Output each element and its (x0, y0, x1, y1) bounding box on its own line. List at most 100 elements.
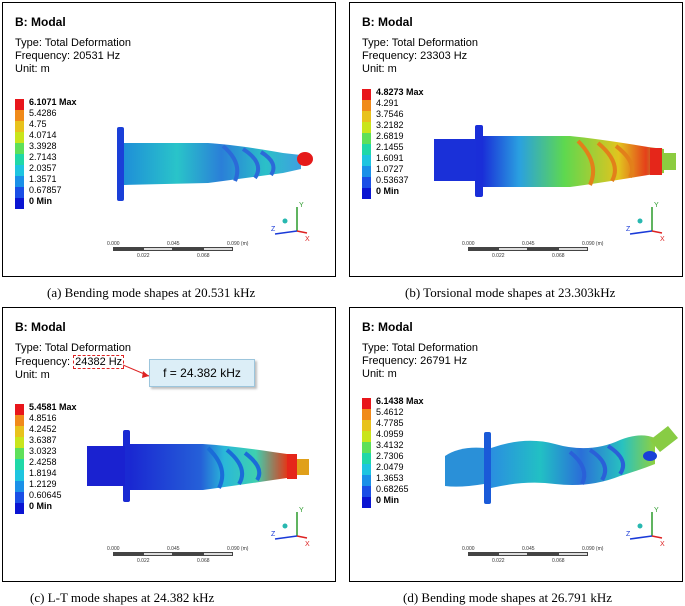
legend-label: 3.4132 (376, 440, 404, 450)
scale-tick-label: 0.022 (137, 558, 150, 564)
legend-swatch (15, 415, 24, 426)
legend-label: 5.4581 Max (29, 402, 77, 412)
scale-tick-label: 0.045 (522, 241, 535, 247)
scale-tick-label: 0.045 (167, 546, 180, 552)
scale-segment (528, 247, 558, 251)
panel-d: B: Modal Type: Total Deformation Frequen… (349, 307, 683, 582)
axis-label-x: X (660, 236, 665, 241)
scale-tick-label: 0.068 (197, 253, 210, 259)
scale-segment (173, 247, 203, 251)
result-unit: Unit: m (362, 63, 397, 75)
legend-label: 2.0479 (376, 462, 404, 472)
legend-label: 5.4286 (29, 108, 57, 118)
panel-title: B: Modal (362, 15, 413, 29)
view-center-icon (282, 523, 288, 529)
scale-tick-label: 0.068 (552, 558, 565, 564)
axis-triad-icon: Y Z X (271, 202, 310, 243)
legend-swatch (15, 187, 24, 198)
legend-swatch (362, 464, 371, 475)
result-type: Type: Total Deformation (15, 37, 131, 49)
legend-swatch (15, 110, 24, 121)
legend-label: 4.75 (29, 119, 47, 129)
scale-bar: 0.000 0.045 0.090 (m) 0.022 0.068 (460, 241, 603, 261)
x-axis-arrow (651, 230, 663, 234)
legend-swatch (15, 448, 24, 459)
result-frequency: Frequency: 20531 Hz (15, 50, 121, 62)
z-axis-arrow (274, 535, 298, 540)
legend-label: 3.6387 (29, 435, 57, 445)
legend-label: 1.6091 (376, 153, 404, 163)
legend-label: 0 Min (376, 495, 400, 505)
legend-label: 1.3653 (376, 473, 404, 483)
scale-segment (468, 247, 498, 251)
legend-swatch (15, 198, 24, 209)
legend-label: 0.60645 (29, 490, 62, 500)
scale-tick-label: 0.045 (522, 546, 535, 552)
scale-tick-label: 0.090 (m) (227, 546, 249, 552)
result-type: Type: Total Deformation (15, 342, 131, 354)
legend-label: 2.7143 (29, 152, 57, 162)
x-axis-arrow (296, 230, 308, 234)
horn-model (445, 426, 678, 504)
legend-label: 3.3928 (29, 141, 57, 151)
z-axis-arrow (629, 535, 653, 540)
legend-label: 3.2182 (376, 120, 404, 130)
legend-swatch (15, 437, 24, 448)
scale-segment (203, 247, 233, 251)
scale-bar: 0.000 0.045 0.090 (m) 0.022 0.068 (105, 546, 248, 566)
result-frequency: Frequency: 23303 Hz (362, 50, 468, 62)
legend-label: 0.67857 (29, 185, 62, 195)
legend-swatch (362, 475, 371, 486)
caption-c: (c) L-T mode shapes at 24.382 kHz (30, 590, 215, 605)
legend-label: 0 Min (376, 186, 400, 196)
caption-b: (b) Torsional mode shapes at 23.303kHz (405, 285, 616, 300)
result-unit: Unit: m (362, 368, 397, 380)
frequency-value: 26791 Hz (420, 355, 468, 367)
axis-label-z: Z (271, 531, 276, 538)
axis-label-y: Y (654, 202, 659, 209)
scale-tick-label: 0.000 (462, 241, 475, 247)
result-frequency: Frequency: 24382 Hz (15, 355, 125, 369)
axis-label-x: X (305, 541, 310, 546)
legend-swatch (15, 132, 24, 143)
scale-tick-label: 0.090 (m) (582, 241, 604, 247)
axis-triad-icon: Y Z X (271, 507, 310, 548)
legend-label: 4.8273 Max (376, 87, 424, 97)
legend-swatch (362, 420, 371, 431)
legend-label: 3.0323 (29, 446, 57, 456)
legend-swatch (362, 409, 371, 420)
legend-swatch (362, 431, 371, 442)
horn-model (87, 364, 309, 502)
legend-label: 5.4612 (376, 407, 404, 417)
scale-segment (498, 552, 528, 556)
axis-triad: Y Z X (626, 506, 666, 548)
legend-swatch (362, 100, 371, 111)
legend-swatch (362, 486, 371, 497)
legend-label: 2.0357 (29, 163, 57, 173)
legend-swatch (15, 99, 24, 110)
axis-label-x: X (305, 236, 310, 241)
legend-swatch (15, 165, 24, 176)
axis-label-z: Z (626, 226, 631, 233)
panel-title: B: Modal (15, 320, 66, 334)
legend-label: 1.3571 (29, 174, 57, 184)
axis-triad: Y Z X (626, 201, 666, 243)
legend-label: 0.53637 (376, 175, 409, 185)
legend-swatch (15, 176, 24, 187)
z-axis-arrow (274, 230, 298, 235)
scale-tick-label: 0.068 (197, 558, 210, 564)
legend-label: 2.6819 (376, 131, 404, 141)
legend-swatch (362, 497, 371, 508)
scale-segment (203, 552, 233, 556)
legend-swatch (362, 144, 371, 155)
scale-tick-label: 0.000 (107, 241, 120, 247)
caption-a: (a) Bending mode shapes at 20.531 kHz (47, 285, 256, 300)
legend-swatch (362, 177, 371, 188)
scale-bar: 0.000 0.045 0.090 (m) 0.022 0.068 (105, 241, 248, 261)
legend-label: 4.0714 (29, 130, 57, 140)
legend-label: 4.0959 (376, 429, 404, 439)
result-info: Type: Total Deformation Frequency: 23303… (362, 37, 478, 76)
frequency-value: 20531 Hz (73, 50, 121, 62)
legend-label: 6.1438 Max (376, 396, 424, 406)
panel-a: B: Modal Type: Total Deformation Frequen… (2, 2, 336, 277)
